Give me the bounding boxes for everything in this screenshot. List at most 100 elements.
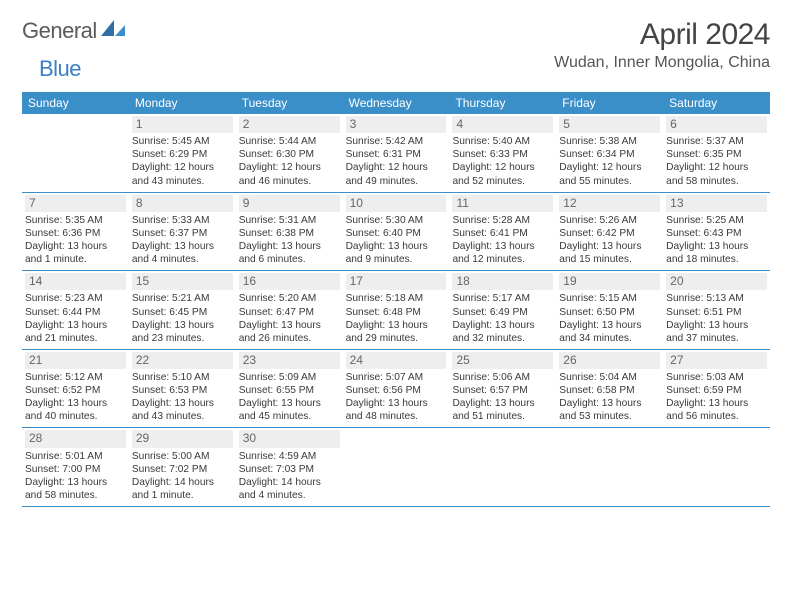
- weeks-container: 1Sunrise: 5:45 AMSunset: 6:29 PMDaylight…: [22, 114, 770, 507]
- day-dl1: Daylight: 14 hours: [239, 476, 340, 489]
- day-ss: Sunset: 6:56 PM: [346, 384, 447, 397]
- day-number: 25: [452, 352, 553, 369]
- day-dl2: and 58 minutes.: [666, 175, 767, 188]
- day-dl1: Daylight: 13 hours: [666, 319, 767, 332]
- day-cell: [343, 428, 450, 506]
- day-cell: 25Sunrise: 5:06 AMSunset: 6:57 PMDayligh…: [449, 350, 556, 428]
- day-number: 30: [239, 430, 340, 447]
- day-number: 6: [666, 116, 767, 133]
- day-number: 23: [239, 352, 340, 369]
- day-sr: Sunrise: 5:40 AM: [452, 135, 553, 148]
- day-dl1: Daylight: 13 hours: [239, 240, 340, 253]
- day-cell: 6Sunrise: 5:37 AMSunset: 6:35 PMDaylight…: [663, 114, 770, 192]
- day-dl2: and 1 minute.: [25, 253, 126, 266]
- day-sr: Sunrise: 5:04 AM: [559, 371, 660, 384]
- day-cell: 20Sunrise: 5:13 AMSunset: 6:51 PMDayligh…: [663, 271, 770, 349]
- day-cell: 27Sunrise: 5:03 AMSunset: 6:59 PMDayligh…: [663, 350, 770, 428]
- day-dl1: Daylight: 13 hours: [132, 319, 233, 332]
- day-sr: Sunrise: 5:01 AM: [25, 450, 126, 463]
- day-dl2: and 45 minutes.: [239, 410, 340, 423]
- day-number: 27: [666, 352, 767, 369]
- day-cell: 23Sunrise: 5:09 AMSunset: 6:55 PMDayligh…: [236, 350, 343, 428]
- day-dl1: Daylight: 12 hours: [346, 161, 447, 174]
- day-cell: [663, 428, 770, 506]
- day-dl1: Daylight: 13 hours: [452, 319, 553, 332]
- day-dl2: and 53 minutes.: [559, 410, 660, 423]
- day-sr: Sunrise: 5:18 AM: [346, 292, 447, 305]
- day-dl1: Daylight: 13 hours: [346, 319, 447, 332]
- day-cell: 3Sunrise: 5:42 AMSunset: 6:31 PMDaylight…: [343, 114, 450, 192]
- day-ss: Sunset: 7:00 PM: [25, 463, 126, 476]
- day-number: 22: [132, 352, 233, 369]
- day-cell: 21Sunrise: 5:12 AMSunset: 6:52 PMDayligh…: [22, 350, 129, 428]
- week-row: 7 Sunrise: 5:35 AMSunset: 6:36 PM Daylight…: [22, 193, 770, 272]
- dow-row: Sunday Monday Tuesday Wednesday Thursday…: [22, 92, 770, 114]
- dow-tue: Tuesday: [236, 92, 343, 114]
- day-number: 11: [452, 195, 553, 212]
- day-dl2: and 23 minutes.: [132, 332, 233, 345]
- day-dl2: and 43 minutes.: [132, 410, 233, 423]
- day-cell: 7Sunrise: 5:35 AMSunset: 6:36 PMDaylight…: [22, 193, 129, 271]
- calendar: Sunday Monday Tuesday Wednesday Thursday…: [22, 92, 770, 507]
- day-cell: 5Sunrise: 5:38 AMSunset: 6:34 PMDaylight…: [556, 114, 663, 192]
- day-ss: Sunset: 6:30 PM: [239, 148, 340, 161]
- day-dl2: and 56 minutes.: [666, 410, 767, 423]
- day-cell: 12Sunrise: 5:26 AMSunset: 6:42 PMDayligh…: [556, 193, 663, 271]
- day-dl2: and 51 minutes.: [452, 410, 553, 423]
- logo-text-2: Blue: [39, 56, 81, 82]
- day-dl2: and 4 minutes.: [239, 489, 340, 502]
- day-number: 7: [25, 195, 126, 212]
- day-dl2: and 34 minutes.: [559, 332, 660, 345]
- day-sr: Sunrise: 5:37 AM: [666, 135, 767, 148]
- day-ss: Sunset: 6:58 PM: [559, 384, 660, 397]
- day-number: 20: [666, 273, 767, 290]
- day-number: 9: [239, 195, 340, 212]
- day-dl1: Daylight: 13 hours: [25, 476, 126, 489]
- day-cell: 26Sunrise: 5:04 AMSunset: 6:58 PMDayligh…: [556, 350, 663, 428]
- day-ss: Sunset: 6:37 PM: [132, 227, 233, 240]
- day-ss: Sunset: 6:49 PM: [452, 306, 553, 319]
- day-dl2: and 6 minutes.: [239, 253, 340, 266]
- day-ss: Sunset: 6:41 PM: [452, 227, 553, 240]
- day-cell: 15Sunrise: 5:21 AMSunset: 6:45 PMDayligh…: [129, 271, 236, 349]
- day-ss: Sunset: 6:29 PM: [132, 148, 233, 161]
- day-cell: 14Sunrise: 5:23 AMSunset: 6:44 PMDayligh…: [22, 271, 129, 349]
- day-dl2: and 37 minutes.: [666, 332, 767, 345]
- day-dl1: Daylight: 13 hours: [452, 240, 553, 253]
- day-cell: 4Sunrise: 5:40 AMSunset: 6:33 PMDaylight…: [449, 114, 556, 192]
- day-number: 3: [346, 116, 447, 133]
- logo: General: [22, 18, 127, 44]
- day-number: 8: [132, 195, 233, 212]
- day-ss: Sunset: 6:53 PM: [132, 384, 233, 397]
- day-dl1: Daylight: 13 hours: [559, 319, 660, 332]
- day-number: 18: [452, 273, 553, 290]
- week-row: 14Sunrise: 5:23 AMSunset: 6:44 PMDayligh…: [22, 271, 770, 350]
- day-dl2: and 1 minute.: [132, 489, 233, 502]
- day-dl1: Daylight: 12 hours: [132, 161, 233, 174]
- day-dl2: and 29 minutes.: [346, 332, 447, 345]
- day-cell: 11Sunrise: 5:28 AMSunset: 6:41 PMDayligh…: [449, 193, 556, 271]
- day-ss: Sunset: 6:40 PM: [346, 227, 447, 240]
- day-dl2: and 18 minutes.: [666, 253, 767, 266]
- day-dl2: and 48 minutes.: [346, 410, 447, 423]
- day-ss: Sunset: 7:03 PM: [239, 463, 340, 476]
- day-dl1: Daylight: 13 hours: [346, 240, 447, 253]
- day-dl2: and 46 minutes.: [239, 175, 340, 188]
- day-sr: Sunrise: 5:20 AM: [239, 292, 340, 305]
- day-sr: Sunrise: 5:31 AM: [239, 214, 340, 227]
- day-sr: Sunrise: 5:15 AM: [559, 292, 660, 305]
- day-number: 19: [559, 273, 660, 290]
- day-sr: Sunrise: 5:10 AM: [132, 371, 233, 384]
- day-cell: 30Sunrise: 4:59 AMSunset: 7:03 PMDayligh…: [236, 428, 343, 506]
- day-cell: 19Sunrise: 5:15 AMSunset: 6:50 PMDayligh…: [556, 271, 663, 349]
- day-ss: Sunset: 6:31 PM: [346, 148, 447, 161]
- day-sr: Sunrise: 5:35 AM: [25, 214, 126, 227]
- day-dl1: Daylight: 13 hours: [559, 397, 660, 410]
- day-sr: Sunrise: 5:00 AM: [132, 450, 233, 463]
- day-number: 14: [25, 273, 126, 290]
- day-cell: [22, 114, 129, 192]
- day-ss: Sunset: 6:57 PM: [452, 384, 553, 397]
- day-ss: Sunset: 6:36 PM: [25, 227, 126, 240]
- day-dl2: and 21 minutes.: [25, 332, 126, 345]
- day-sr: Sunrise: 5:44 AM: [239, 135, 340, 148]
